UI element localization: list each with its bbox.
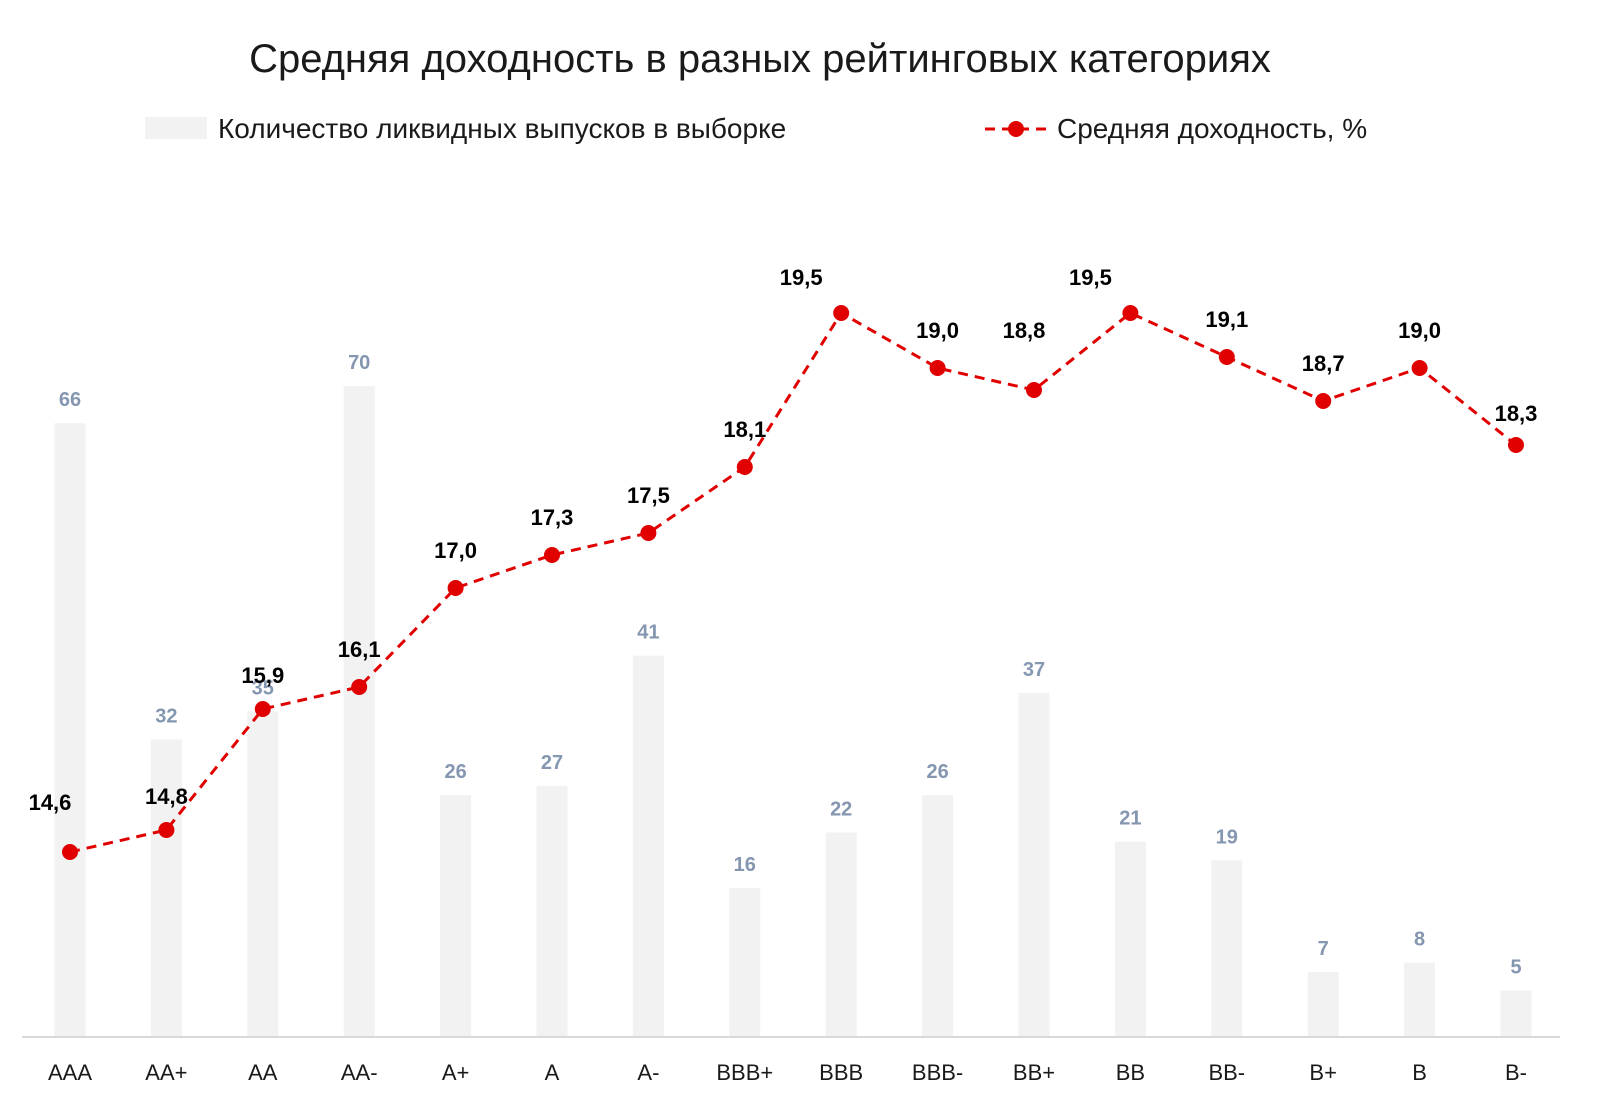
line-value-label: 17,5 (627, 483, 670, 508)
line-value-label: 19,1 (1205, 307, 1248, 332)
bar-value-label: 16 (734, 854, 756, 876)
line-point-B- (1508, 437, 1524, 453)
legend-bar-label: Количество ликвидных выпусков в выборке (218, 113, 786, 144)
x-tick-label: BBB- (912, 1060, 963, 1085)
line-point-BB+ (1026, 382, 1042, 398)
bar-AA (247, 711, 279, 1037)
x-tick-label: AAA (48, 1060, 92, 1085)
bar-value-label: 7 (1318, 938, 1329, 960)
bar-value-label: 8 (1414, 929, 1425, 951)
bar-value-label: 19 (1216, 826, 1238, 848)
bar-BBB (825, 832, 857, 1037)
x-tick-label: B (1412, 1060, 1427, 1085)
line-value-label: 18,3 (1495, 401, 1538, 426)
line-value-label: 17,0 (434, 538, 477, 563)
bar-BB- (1211, 860, 1243, 1037)
line-point-AA- (351, 679, 368, 695)
line-point-BBB- (929, 360, 946, 376)
x-tick-label: AA- (341, 1060, 378, 1085)
line-value-labels: 14,6 14,8 15,9 16,1 17,0 17,3 17,5 18,1 19,5 19,0… (29, 265, 1538, 815)
bar-value-label: 37 (1023, 659, 1045, 681)
bar-AA- (343, 386, 375, 1037)
line-value-label: 18,1 (723, 417, 766, 442)
line-value-label: 19,0 (1398, 318, 1441, 343)
x-tick-label: BBB (819, 1060, 863, 1085)
bar-B (1404, 962, 1436, 1037)
x-tick-label: BB- (1208, 1060, 1245, 1085)
x-tick-labels: AAA AA+ AA AA- A+ A A- BBB+ BBB BBB- BB+ BB BB- B+ B B- (48, 1060, 1527, 1085)
line-value-label: 14,8 (145, 784, 188, 809)
bar-BB (1114, 841, 1146, 1037)
bar-A+ (440, 795, 472, 1037)
bar-value-label: 21 (1119, 808, 1141, 830)
bar-A- (632, 655, 664, 1037)
x-tick-label: AA+ (145, 1060, 187, 1085)
bar-value-label: 35 (252, 678, 274, 700)
line-point-A- (640, 525, 657, 541)
legend-bar-swatch (145, 117, 207, 139)
bar-BB+ (1018, 692, 1050, 1037)
bar-value-labels: 66 32 35 70 26 27 41 16 22 26 37 21 19 7 8 5 (59, 352, 1522, 979)
line-point-A (544, 547, 560, 563)
line-point-BBB+ (736, 459, 753, 475)
bar-value-label: 5 (1510, 957, 1521, 979)
bar-B- (1500, 990, 1532, 1037)
x-tick-label: A+ (442, 1060, 470, 1085)
x-tick-label: AA (248, 1060, 278, 1085)
bar-value-label: 70 (348, 352, 370, 374)
x-tick-label: B+ (1309, 1060, 1337, 1085)
line-value-label: 19,0 (916, 318, 959, 343)
bars (54, 386, 1532, 1037)
line-point-BB (1122, 305, 1139, 321)
line-value-label: 19,5 (780, 265, 823, 290)
bar-value-label: 26 (926, 761, 948, 783)
line-point-B+ (1315, 393, 1332, 409)
x-tick-label: A- (637, 1060, 659, 1085)
bar-AAA (54, 423, 86, 1037)
bar-A (536, 785, 568, 1037)
x-tick-label: BBB+ (716, 1060, 773, 1085)
bar-value-label: 26 (444, 761, 466, 783)
x-tick-label: B- (1505, 1060, 1527, 1085)
bar-value-label: 32 (155, 705, 177, 727)
legend-line-label: Средняя доходность, % (1057, 113, 1367, 144)
bar-AA+ (150, 739, 182, 1037)
line-value-label: 17,3 (531, 505, 574, 530)
x-tick-label: BB+ (1013, 1060, 1055, 1085)
legend-line-marker (1008, 121, 1024, 137)
bar-value-label: 27 (541, 752, 563, 774)
bar-value-label: 66 (59, 389, 81, 411)
legend: Количество ликвидных выпусков в выборке … (145, 113, 1367, 144)
x-tick-label: BB (1116, 1060, 1145, 1085)
line-value-label: 18,8 (1003, 318, 1046, 343)
line-value-label: 16,1 (338, 637, 381, 662)
line-point-BBB (833, 305, 850, 321)
bar-BBB+ (729, 888, 761, 1037)
line-point-BB- (1218, 349, 1235, 365)
x-tick-label: A (545, 1060, 560, 1085)
line-series (62, 305, 1524, 860)
line-value-label: 14,6 (29, 790, 72, 815)
line-path (69, 310, 1517, 854)
line-value-label: 18,7 (1302, 351, 1345, 376)
bar-BBB- (922, 795, 954, 1037)
line-point-B (1411, 360, 1428, 376)
line-point-A+ (447, 580, 464, 596)
bar-value-label: 41 (637, 622, 659, 644)
line-point-AAA (62, 844, 78, 860)
bar-B+ (1307, 971, 1339, 1037)
chart-title: Средняя доходность в разных рейтинговых … (249, 37, 1271, 81)
line-point-AA+ (158, 822, 175, 838)
line-value-label: 15,9 (241, 663, 284, 688)
line-value-label: 19,5 (1069, 265, 1112, 290)
line-point-AA (254, 701, 271, 717)
bar-value-label: 22 (830, 798, 852, 820)
